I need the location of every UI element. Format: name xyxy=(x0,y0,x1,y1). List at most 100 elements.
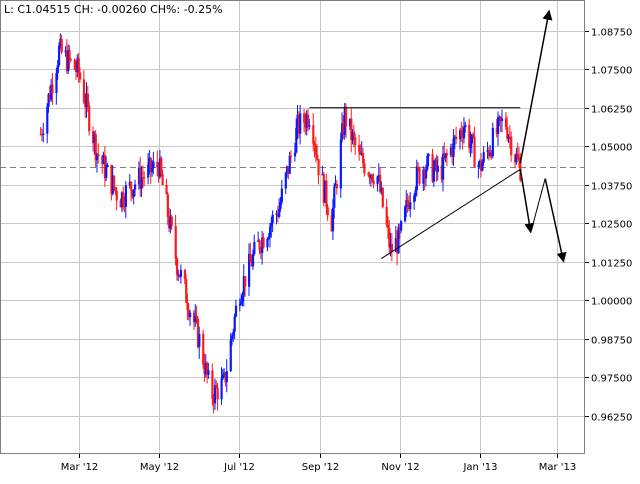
ohlc-bar-down xyxy=(165,185,168,195)
ohlc-bar-down xyxy=(468,124,471,149)
ohlc-bar-up xyxy=(470,134,474,144)
ohlc-bar-down xyxy=(131,190,134,197)
ohlc-bar-down xyxy=(185,279,188,303)
x-tick-label: Mar '12 xyxy=(61,462,99,473)
ohlc-bar-up xyxy=(64,50,67,53)
ohlc-bar-up xyxy=(279,202,282,209)
ohlc-bar-up xyxy=(147,164,150,178)
ohlc-bar-down xyxy=(262,237,265,248)
ohlc-bar-up xyxy=(220,378,223,400)
y-axis: 1.08750 1.07500 1.06250 1.05000 1.03750 1.025… xyxy=(585,28,632,424)
ohlc-bar-up xyxy=(380,187,383,192)
ohlc-bar-up xyxy=(497,117,500,134)
ohlc-bar-up xyxy=(469,143,472,149)
ohlc-bar-down xyxy=(186,302,189,310)
ohlc-bar-down xyxy=(473,136,476,167)
ohlc-bar-down xyxy=(141,177,145,179)
ohlc-bar-down xyxy=(174,225,177,259)
ohlc-bar-down xyxy=(212,398,215,404)
ohlc-bar-up xyxy=(198,333,201,348)
ohlc-bar-down xyxy=(313,143,316,146)
ohlc-bar-down xyxy=(84,102,87,108)
ohlc-bar-down xyxy=(88,105,91,132)
ohlc-bar-down xyxy=(297,114,301,134)
ohlc-bar-up xyxy=(189,312,192,317)
ohlc-bar-down xyxy=(510,136,513,156)
ohlc-bar-down xyxy=(368,174,371,179)
ohlc-bar-up xyxy=(268,226,272,238)
ohlc-bar-down xyxy=(68,50,71,60)
ohlc-bar-up xyxy=(414,190,417,196)
ohlc-bar-down xyxy=(77,58,80,73)
ohlc-bar-down xyxy=(224,372,227,383)
ohlc-bar-down xyxy=(202,333,205,365)
ohlc-bar-up xyxy=(348,118,352,127)
ohlc-bar-up xyxy=(415,166,418,191)
y-tick-label: 1.02500 xyxy=(591,220,632,231)
ohlc-bar-up xyxy=(333,186,336,208)
ohlc-bar-down xyxy=(60,38,63,53)
ohlc-bar-down xyxy=(363,163,366,174)
ohlc-bar-up xyxy=(240,301,243,305)
ohlc-bar-down xyxy=(385,207,388,225)
ohlc-bar-down xyxy=(48,93,52,100)
ohlc-bar-down xyxy=(516,154,519,158)
ohlc-bar-down xyxy=(418,168,421,184)
ohlc-bar-up xyxy=(369,174,373,179)
ohlc-bar-down xyxy=(170,216,173,226)
ohlc-bar-down xyxy=(396,238,399,254)
ohlc-bar-up xyxy=(515,154,518,163)
ohlc-bar-up xyxy=(389,243,392,248)
ohlc-bar-down xyxy=(443,153,446,159)
ohlc-bar-down xyxy=(215,385,218,388)
ohlc-bar-down xyxy=(406,199,409,205)
ohlc-bar-up xyxy=(341,123,344,140)
ohlc-bar-down xyxy=(314,145,318,155)
ohlc-bar-up xyxy=(424,169,428,179)
ohlc-bar-down xyxy=(187,309,190,317)
ohlc-bar-up xyxy=(152,161,155,168)
ohlc-bar-down xyxy=(156,161,159,168)
ohlc-bar-up xyxy=(360,153,363,155)
ohlc-bar-up xyxy=(403,206,407,222)
ohlc-bar-up xyxy=(491,127,494,157)
ohlc-bar-up xyxy=(324,180,327,203)
trend-line xyxy=(381,168,521,259)
ohlc-bar-down xyxy=(461,135,464,139)
ohlc-bar-up xyxy=(177,274,180,276)
ohlc-bar-down xyxy=(73,59,76,70)
ohlc-bar-down xyxy=(157,167,160,178)
ohlc-bar-down xyxy=(330,215,333,232)
ohlc-bar-down xyxy=(317,159,320,176)
ohlc-bar-down xyxy=(372,180,375,185)
ohlc-bar-down xyxy=(101,156,104,165)
ohlc-bar-down xyxy=(417,166,420,169)
ohlc-bar-down xyxy=(390,243,394,252)
ohlc-bar-down xyxy=(113,175,116,188)
ohlc-bar-up xyxy=(464,124,467,128)
ohlc-bar-up xyxy=(482,152,485,163)
ohlc-bar-down xyxy=(326,207,329,216)
ohlc-bar-down xyxy=(178,274,181,277)
ohlc-bar-up xyxy=(413,195,416,203)
ohlc-bar-up xyxy=(105,166,108,179)
ohlc-bar-down xyxy=(139,167,142,189)
ohlc-bar-down xyxy=(216,387,219,400)
ohlc-bar-down xyxy=(123,205,126,207)
ohlc-bar-down xyxy=(289,155,293,157)
ohlc-bar-down xyxy=(479,160,483,171)
ohlc-bar-up xyxy=(204,362,207,375)
ohlc-bar-up xyxy=(158,158,162,178)
ohlc-bar-up xyxy=(351,131,354,141)
ohlc-bar-down xyxy=(407,204,411,210)
ohlc-bar-down xyxy=(119,200,122,208)
ohlc-bar-up xyxy=(459,130,462,140)
ohlc-bar-up xyxy=(295,127,298,153)
status-text: L: C1.04515 CH: -0.00260 CH%: -0.25% xyxy=(4,3,223,16)
ohlc-bar-up xyxy=(436,165,439,172)
ohlc-bar-down xyxy=(250,262,253,267)
ohlc-bar-down xyxy=(431,154,434,182)
ohlc-bar-up xyxy=(128,181,131,186)
ohlc-bar-up xyxy=(233,316,236,332)
